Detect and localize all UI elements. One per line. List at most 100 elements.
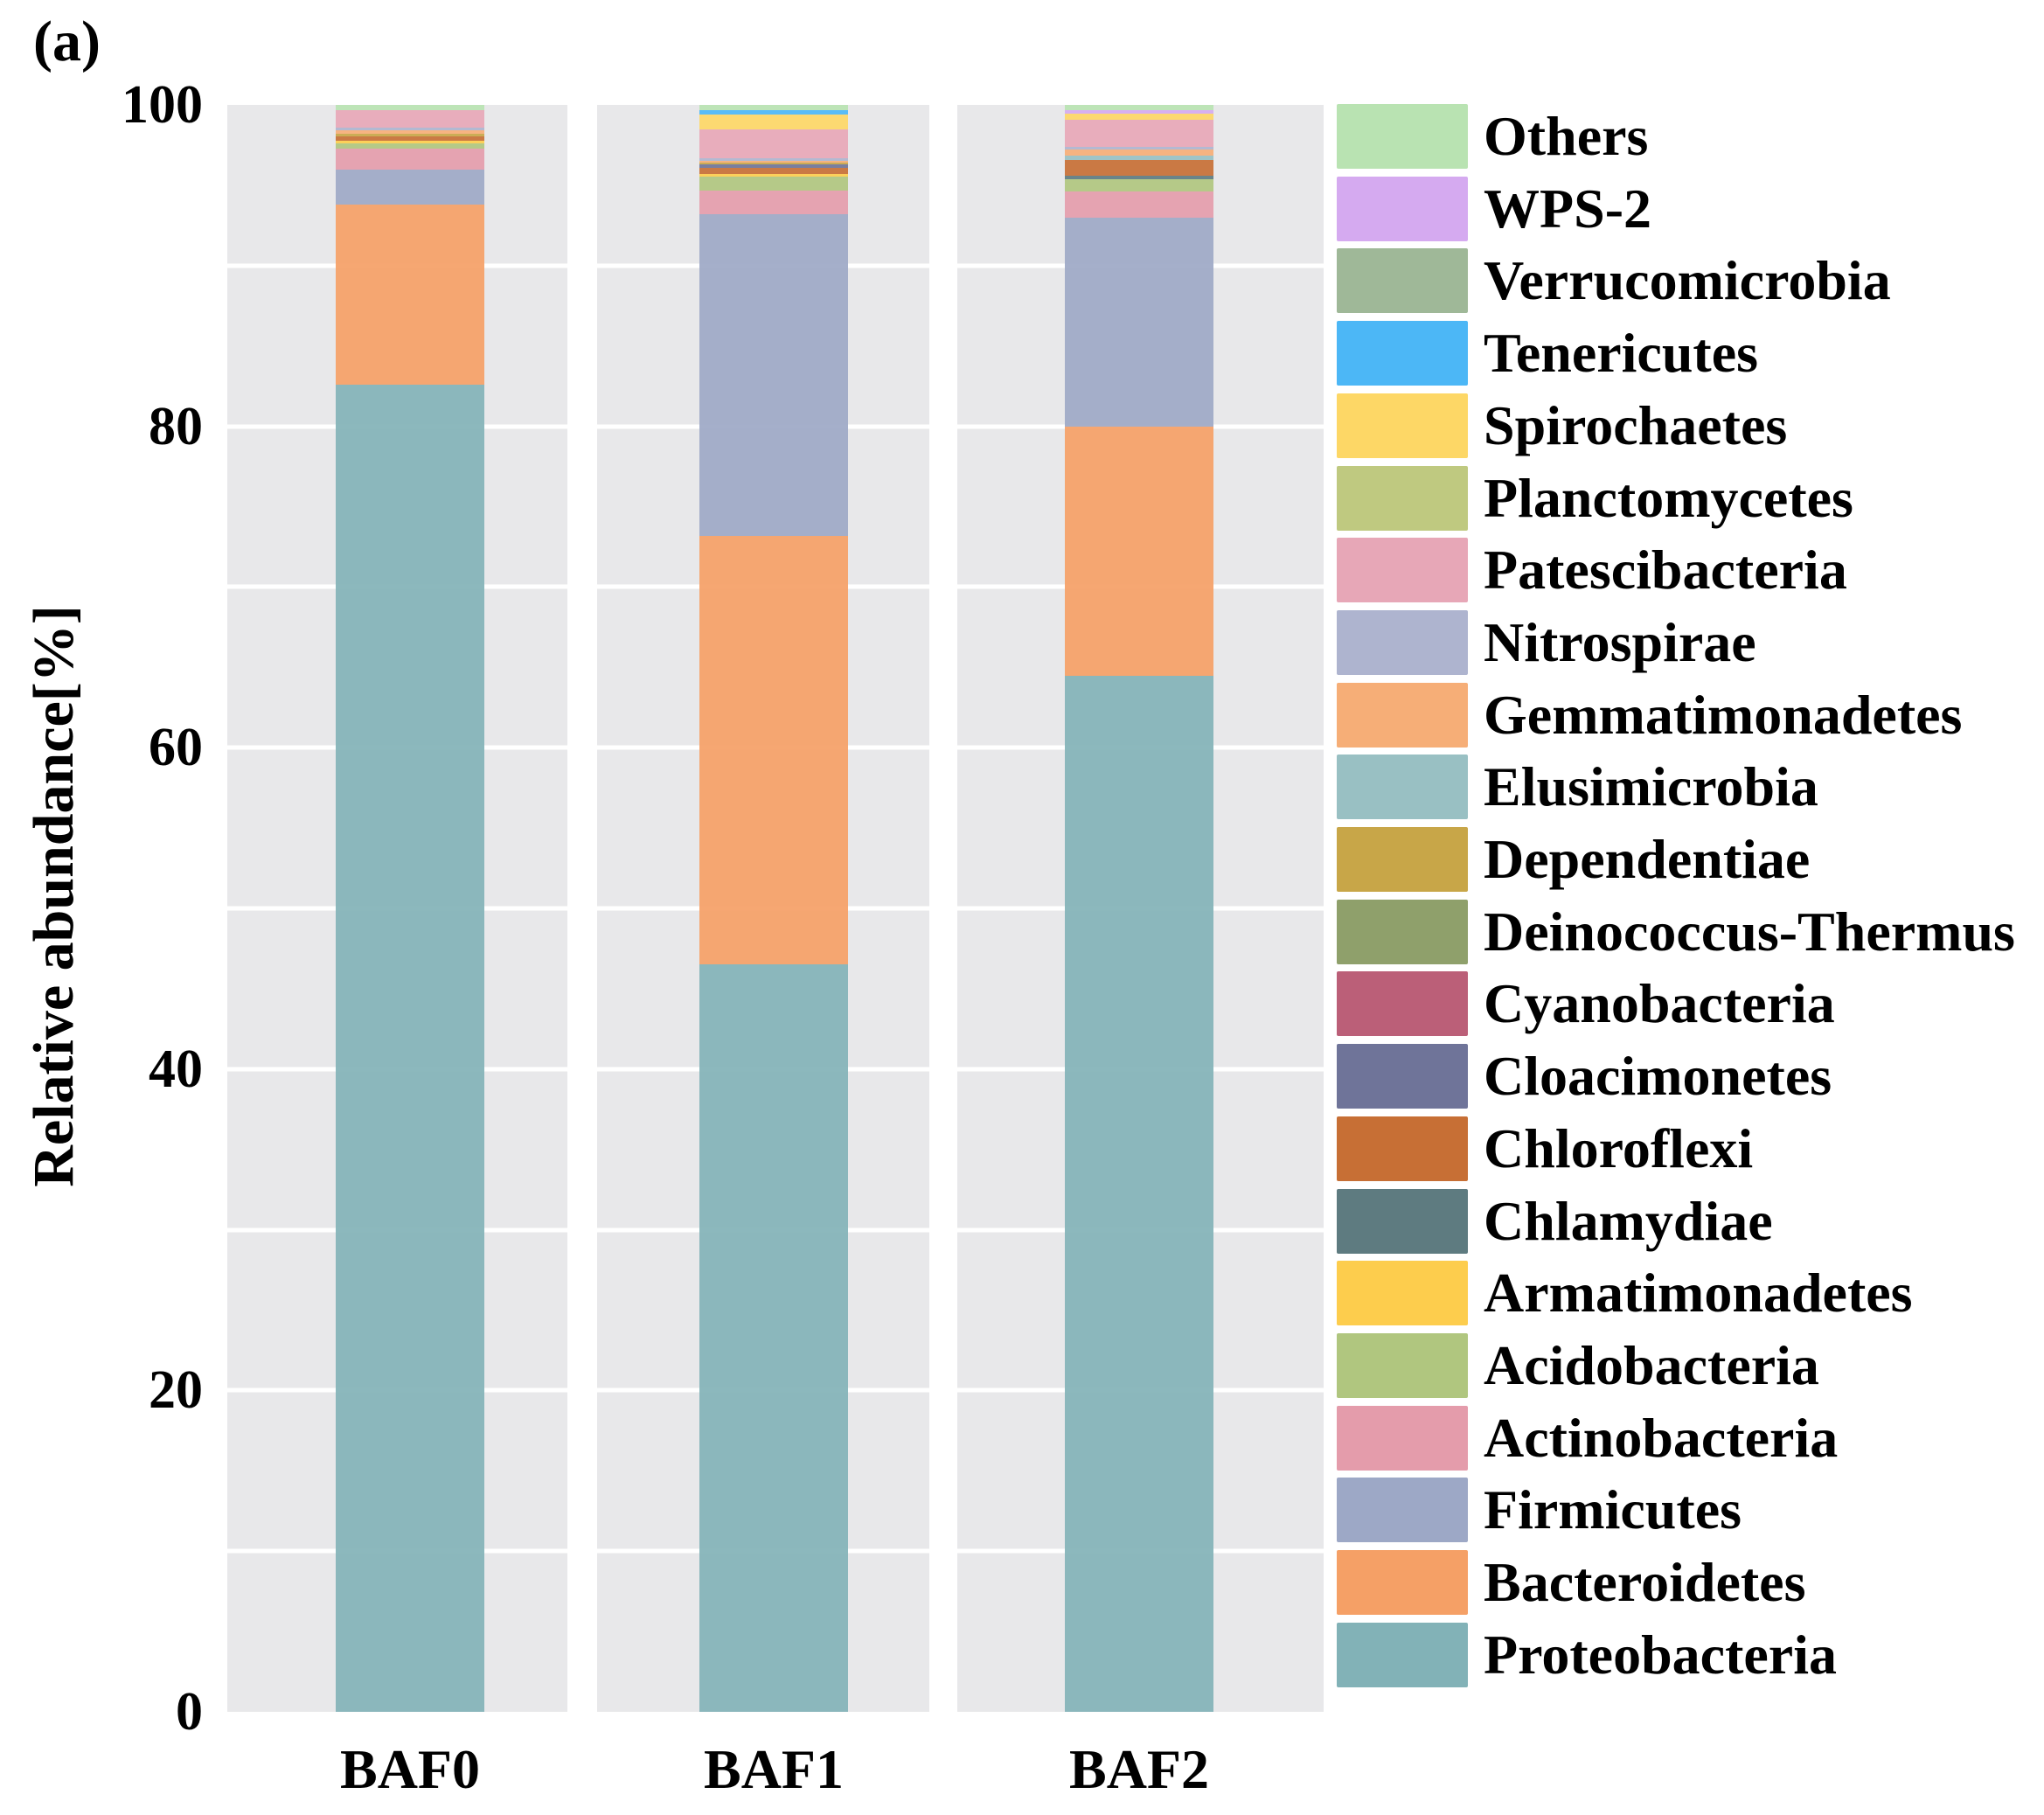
x-category-label-BAF1: BAF1 <box>704 1738 844 1800</box>
bar-BAF2 <box>1065 105 1213 1712</box>
bar-segment-BAF1-Acidobacteria <box>699 176 848 191</box>
bar-segment-BAF2-Gemmatimonadetes <box>1065 150 1213 156</box>
legend-swatch-Patescibacteria <box>1337 538 1468 603</box>
legend-label-Actinobacteria: Actinobacteria <box>1484 1406 1839 1469</box>
legend-item-Deinococcus-Thermus: Deinococcus-Thermus <box>0 899 2044 964</box>
legend-label-Spirochaetes: Spirochaetes <box>1484 393 1788 456</box>
legend-label-Verrucomicrobia: Verrucomicrobia <box>1484 249 1891 312</box>
legend-swatch-Chlamydiae <box>1337 1188 1468 1254</box>
legend-label-Chloroflexi: Chloroflexi <box>1484 1116 1754 1179</box>
bar-segment-BAF1-Bacteroidetes <box>699 535 848 965</box>
legend-swatch-Acidobacteria <box>1337 1332 1468 1398</box>
legend-swatch-WPS-2 <box>1337 176 1468 241</box>
legend-item-Armatimonadetes: Armatimonadetes <box>0 1261 2044 1326</box>
legend-swatch-Armatimonadetes <box>1337 1261 1468 1326</box>
bar-segment-BAF2-Firmicutes <box>1065 217 1213 427</box>
legend-label-Cyanobacteria: Cyanobacteria <box>1484 972 1835 1035</box>
legend-swatch-Gemmatimonadetes <box>1337 682 1468 748</box>
legend-item-Acidobacteria: Acidobacteria <box>0 1332 2044 1398</box>
legend-item-Nitrospirae: Nitrospirae <box>0 609 2044 675</box>
y-tick-label-40: 40 <box>149 1039 203 1099</box>
legend-label-Acidobacteria: Acidobacteria <box>1484 1333 1819 1396</box>
y-axis-title: Relative abundance[%] <box>22 605 86 1187</box>
bar-segment-BAF1-Others <box>699 105 848 110</box>
legend-label-Tenericutes: Tenericutes <box>1484 322 1759 385</box>
legend-item-Cloacimonetes: Cloacimonetes <box>0 1044 2044 1109</box>
bar-BAF0 <box>336 105 484 1712</box>
legend-item-Cyanobacteria: Cyanobacteria <box>0 971 2044 1037</box>
bar-segment-BAF1-Proteobacteria <box>699 964 848 1712</box>
bar-segment-BAF1-Chloroflexi <box>699 167 848 175</box>
legend-label-Nitrospirae: Nitrospirae <box>1484 610 1756 673</box>
x-category-label-BAF0: BAF0 <box>340 1738 480 1800</box>
legend-swatch-Cloacimonetes <box>1337 1044 1468 1109</box>
bar-segment-BAF0-Actinobacteria <box>336 148 484 170</box>
legend-item-Elusimicrobia: Elusimicrobia <box>0 755 2044 820</box>
bar-segment-BAF1-Armatimonadetes <box>699 174 848 177</box>
legend-label-Others: Others <box>1484 105 1649 167</box>
legend-swatch-Deinococcus-Thermus <box>1337 899 1468 964</box>
bar-segment-BAF0-Bacteroidetes <box>336 204 484 385</box>
legend-item-Spirochaetes: Spirochaetes <box>0 393 2044 458</box>
bar-segment-BAF1-Dependentiae <box>699 163 848 165</box>
bar-segment-BAF0-Proteobacteria <box>336 384 484 1712</box>
legend-label-Patescibacteria: Patescibacteria <box>1484 539 1847 602</box>
legend-label-Proteobacteria: Proteobacteria <box>1484 1623 1837 1686</box>
legend-swatch-Dependentiae <box>1337 827 1468 892</box>
x-category-label-BAF2: BAF2 <box>1069 1738 1209 1800</box>
bar-segment-BAF1-Spirochaetes <box>699 115 848 129</box>
bar-segment-BAF1-Cloacimonetes <box>699 164 848 168</box>
bar-segment-BAF2-Chloroflexi <box>1065 159 1213 176</box>
bar-segment-BAF2-Others <box>1065 105 1213 110</box>
bar-segment-BAF1-Gemmatimonadetes <box>699 161 848 163</box>
legend-label-Gemmatimonadetes: Gemmatimonadetes <box>1484 683 1963 746</box>
legend-item-Firmicutes: Firmicutes <box>0 1478 2044 1543</box>
legend-item-Dependentiae: Dependentiae <box>0 827 2044 892</box>
bar-segment-BAF0-Acidobacteria <box>336 143 484 149</box>
bar-segment-BAF2-Patescibacteria <box>1065 119 1213 147</box>
legend-item-Chlamydiae: Chlamydiae <box>0 1188 2044 1254</box>
bar-segment-BAF0-Firmicutes <box>336 169 484 205</box>
legend-label-Planctomycetes: Planctomycetes <box>1484 466 1853 529</box>
legend-label-Firmicutes: Firmicutes <box>1484 1478 1742 1541</box>
legend-swatch-Others <box>1337 104 1468 169</box>
legend-label-Dependentiae: Dependentiae <box>1484 828 1811 890</box>
bar-segment-BAF2-Nitrospirae <box>1065 146 1213 150</box>
legend-label-Chlamydiae: Chlamydiae <box>1484 1189 1773 1252</box>
legend-label-Armatimonadetes: Armatimonadetes <box>1484 1262 1913 1325</box>
legend-label-Cloacimonetes: Cloacimonetes <box>1484 1045 1832 1108</box>
legend-item-Others: Others <box>0 104 2044 169</box>
legend-swatch-Tenericutes <box>1337 321 1468 386</box>
bar-segment-BAF0-Chloroflexi <box>336 136 484 142</box>
bar-segment-BAF2-Bacteroidetes <box>1065 426 1213 676</box>
figure-panel-label: (a) <box>33 10 101 73</box>
bar-segment-BAF2-Elusimicrobia <box>1065 155 1213 160</box>
legend-label-WPS-2: WPS-2 <box>1484 177 1651 240</box>
bar-segment-BAF1-Tenericutes <box>699 109 848 115</box>
bar-segment-BAF1-Patescibacteria <box>699 129 848 158</box>
legend-swatch-Verrucomicrobia <box>1337 248 1468 314</box>
y-tick-label-60: 60 <box>149 718 203 778</box>
bar-segment-BAF0-Nitrospirae <box>336 127 484 131</box>
legend-item-Chloroflexi: Chloroflexi <box>0 1116 2044 1181</box>
legend-item-WPS-2: WPS-2 <box>0 176 2044 241</box>
y-tick-label-100: 100 <box>122 75 203 135</box>
bar-segment-BAF2-Chlamydiae <box>1065 175 1213 179</box>
bar-segment-BAF1-Nitrospirae <box>699 157 848 162</box>
bar-segment-BAF2-Actinobacteria <box>1065 191 1213 218</box>
legend-swatch-Bacteroidetes <box>1337 1550 1468 1615</box>
bar-segment-BAF2-Acidobacteria <box>1065 178 1213 192</box>
legend-label-Bacteroidetes: Bacteroidetes <box>1484 1551 1806 1613</box>
bar-segment-BAF2-WPS-2 <box>1065 109 1213 115</box>
legend-label-Elusimicrobia: Elusimicrobia <box>1484 755 1818 818</box>
y-tick-label-80: 80 <box>149 396 203 456</box>
legend-swatch-Proteobacteria <box>1337 1622 1468 1687</box>
legend-item-Bacteroidetes: Bacteroidetes <box>0 1550 2044 1615</box>
legend-label-Deinococcus-Thermus: Deinococcus-Thermus <box>1484 900 2015 963</box>
y-tick-label-0: 0 <box>176 1682 203 1742</box>
bar-segment-BAF0-Gemmatimonadetes <box>336 130 484 135</box>
legend-swatch-Elusimicrobia <box>1337 755 1468 820</box>
bar-segment-BAF0-Dependentiae <box>336 134 484 136</box>
legend-swatch-Firmicutes <box>1337 1478 1468 1543</box>
